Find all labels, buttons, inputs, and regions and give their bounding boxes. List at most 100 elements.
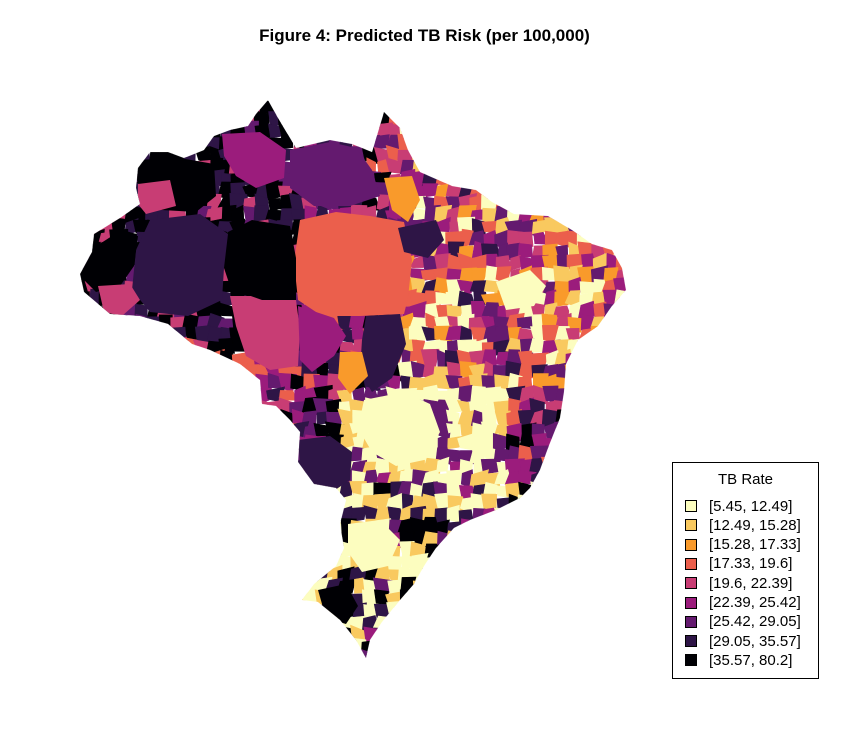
municipality-cell bbox=[577, 100, 596, 113]
municipality-cell bbox=[218, 531, 236, 546]
municipality-cell bbox=[241, 480, 258, 500]
municipality-cell bbox=[567, 120, 585, 141]
municipality-cell bbox=[170, 362, 189, 381]
municipality-cell bbox=[158, 433, 175, 451]
municipality-cell bbox=[87, 136, 101, 153]
municipality-cell bbox=[86, 425, 104, 441]
municipality-cell bbox=[243, 637, 259, 653]
municipality-cell bbox=[122, 528, 141, 548]
municipality-cell bbox=[218, 100, 237, 116]
municipality-cell bbox=[185, 363, 197, 378]
municipality-cell bbox=[533, 661, 547, 680]
municipality-cell bbox=[111, 517, 129, 532]
municipality-cell bbox=[581, 389, 598, 403]
municipality-cell bbox=[361, 663, 380, 677]
municipality-cell bbox=[109, 144, 128, 165]
municipality-cell bbox=[112, 375, 126, 392]
municipality-cell bbox=[111, 157, 130, 177]
municipality-cell bbox=[193, 520, 210, 538]
municipality-cell bbox=[434, 664, 450, 680]
municipality-cell bbox=[147, 496, 165, 513]
municipality-cell bbox=[517, 532, 533, 546]
municipality-cell bbox=[483, 616, 502, 632]
legend-label: [17.33, 19.6] bbox=[709, 555, 793, 573]
municipality-cell bbox=[578, 552, 595, 569]
municipality-cell bbox=[87, 433, 104, 451]
municipality-cell bbox=[240, 554, 261, 572]
municipality-cell bbox=[110, 410, 129, 429]
municipality-cell bbox=[171, 662, 188, 680]
municipality-cell bbox=[529, 564, 544, 585]
municipality-cell bbox=[121, 564, 140, 584]
municipality-cell bbox=[135, 400, 148, 415]
municipality-cell bbox=[458, 157, 475, 177]
municipality-cell bbox=[85, 338, 103, 357]
municipality-cell bbox=[98, 132, 116, 153]
municipality-cell bbox=[542, 193, 562, 213]
municipality-cell bbox=[435, 566, 452, 585]
municipality-cell bbox=[148, 436, 163, 451]
region-ac bbox=[82, 236, 138, 292]
municipality-cell bbox=[173, 481, 189, 501]
municipality-cell bbox=[181, 351, 202, 365]
municipality-cell bbox=[132, 339, 153, 356]
municipality-cell bbox=[480, 577, 500, 595]
legend: TB Rate [5.45, 12.49] [12.49, 15.28] [15.2… bbox=[672, 462, 819, 679]
municipality-cell bbox=[554, 641, 571, 656]
municipality-cell bbox=[217, 410, 234, 427]
municipality-cell bbox=[134, 529, 152, 547]
municipality-cell bbox=[458, 121, 475, 141]
municipality-cell bbox=[589, 385, 609, 406]
municipality-cell bbox=[628, 423, 644, 440]
municipality-cell bbox=[469, 556, 490, 569]
municipality-cell bbox=[594, 444, 609, 465]
municipality-cell bbox=[457, 626, 478, 644]
municipality-cell bbox=[204, 472, 225, 490]
municipality-cell bbox=[530, 481, 549, 501]
municipality-cell bbox=[445, 638, 465, 657]
municipality-cell bbox=[80, 325, 93, 343]
municipality-cell bbox=[601, 340, 622, 353]
municipality-cell bbox=[484, 604, 497, 621]
municipality-cell bbox=[120, 148, 141, 166]
municipality-cell bbox=[124, 121, 139, 137]
municipality-cell bbox=[469, 530, 486, 548]
municipality-cell bbox=[85, 540, 102, 558]
municipality-cell bbox=[541, 638, 560, 655]
region-mt-orange bbox=[338, 352, 368, 394]
municipality-cell bbox=[470, 637, 488, 656]
municipality-cell bbox=[269, 555, 281, 574]
figure-title: Figure 4: Predicted TB Risk (per 100,000… bbox=[259, 26, 590, 45]
municipality-cell bbox=[629, 627, 644, 644]
municipality-cell bbox=[624, 446, 626, 462]
municipality-cell bbox=[207, 100, 220, 117]
municipality-cell bbox=[86, 326, 105, 343]
municipality-cell bbox=[602, 648, 618, 658]
municipality-cell bbox=[627, 314, 645, 333]
municipality-cell bbox=[447, 565, 464, 583]
municipality-cell bbox=[257, 424, 274, 441]
municipality-cell bbox=[350, 506, 367, 523]
municipality-cell bbox=[217, 569, 237, 585]
municipality-cell bbox=[589, 195, 606, 212]
municipality-cell bbox=[411, 589, 427, 605]
municipality-cell bbox=[85, 652, 103, 658]
municipality-cell bbox=[255, 637, 271, 655]
municipality-cell bbox=[480, 543, 499, 559]
municipality-cell bbox=[80, 614, 94, 629]
municipality-cell bbox=[504, 581, 521, 596]
municipality-cell bbox=[147, 410, 162, 427]
municipality-cell bbox=[471, 110, 487, 127]
municipality-cell bbox=[196, 471, 213, 486]
municipality-cell bbox=[136, 423, 153, 440]
municipality-cell bbox=[194, 568, 212, 586]
municipality-cell bbox=[566, 577, 582, 594]
municipality-cell bbox=[124, 376, 137, 390]
municipality-cell bbox=[327, 543, 342, 559]
municipality-cell bbox=[482, 567, 502, 582]
municipality-cell bbox=[553, 541, 574, 558]
municipality-cell bbox=[97, 480, 116, 502]
municipality-cell bbox=[601, 409, 620, 426]
municipality-cell bbox=[181, 385, 198, 405]
municipality-cell bbox=[565, 460, 585, 477]
